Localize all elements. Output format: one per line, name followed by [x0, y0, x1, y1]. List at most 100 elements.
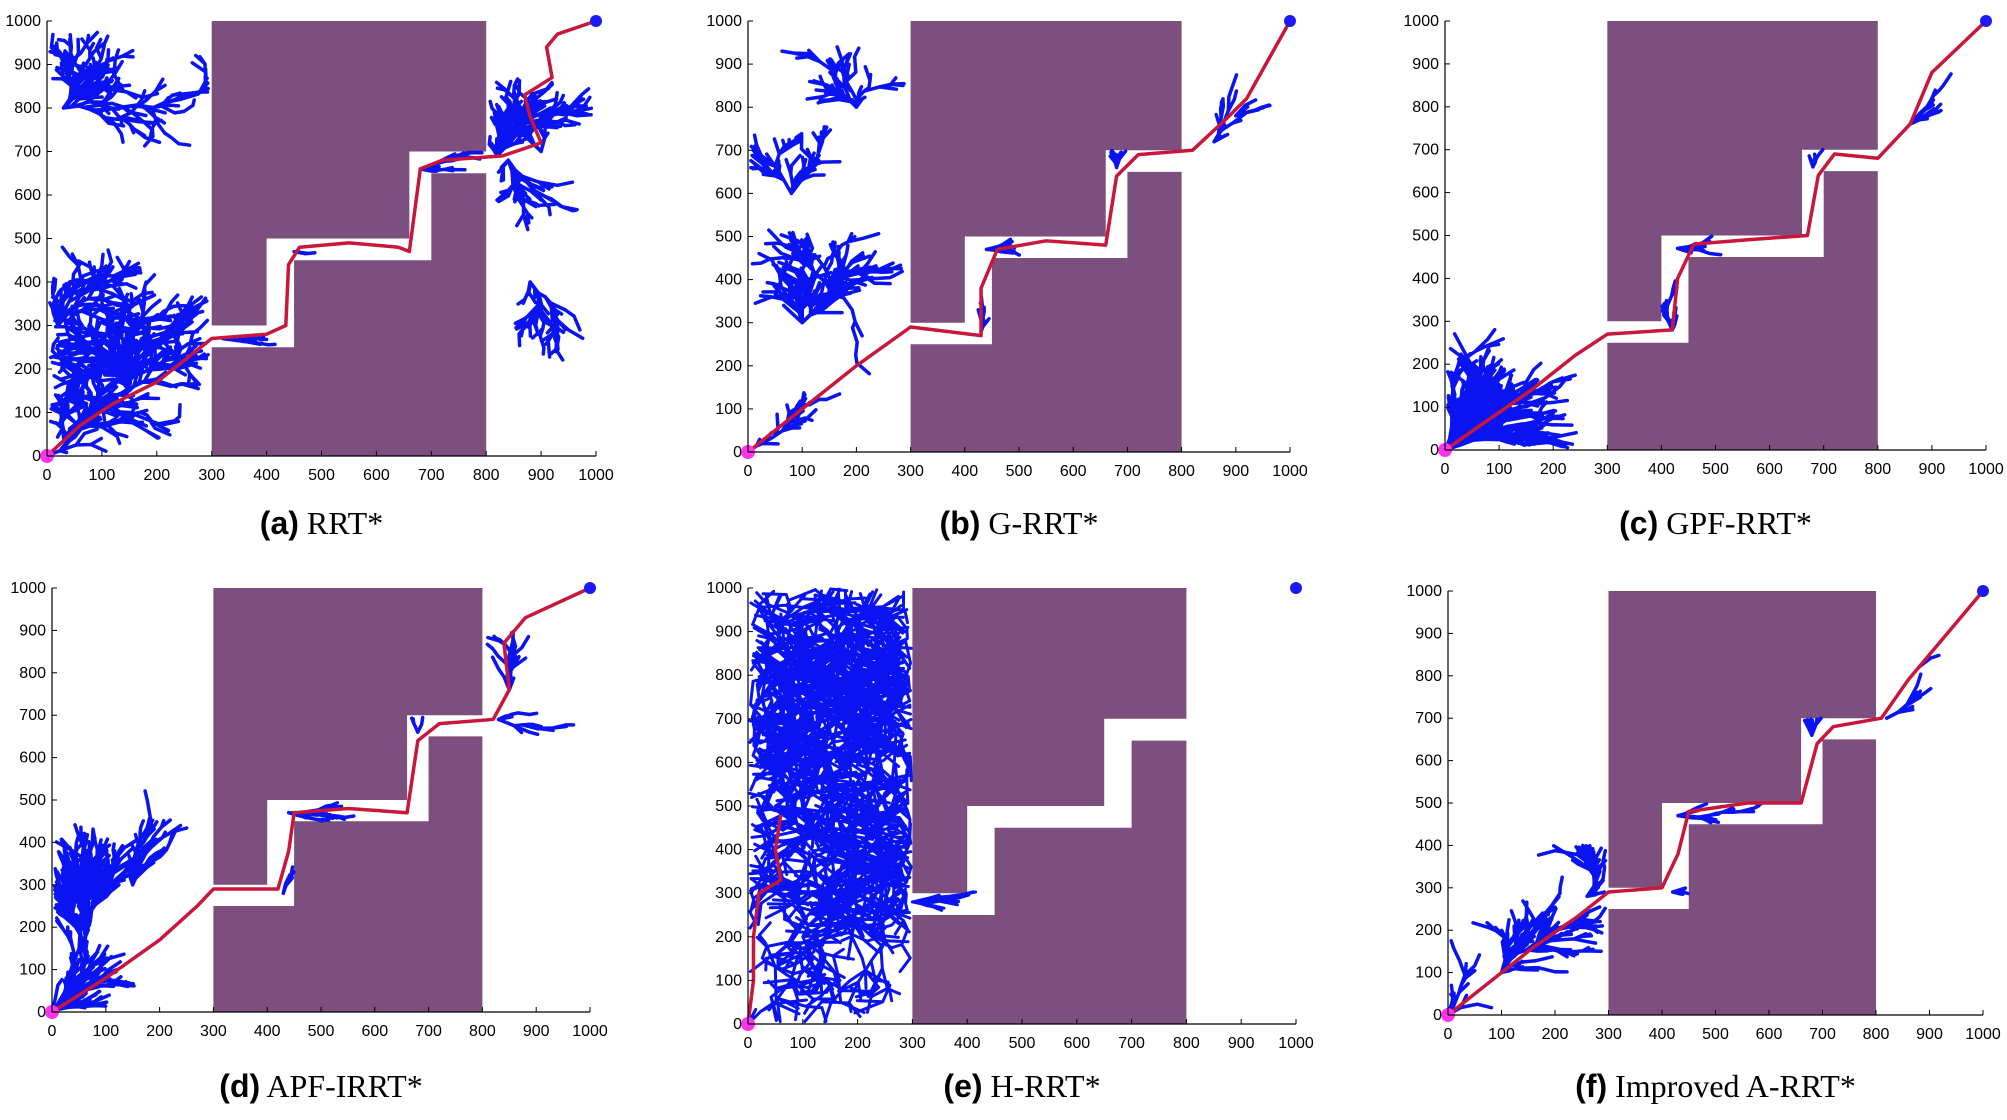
x-tick-label: 300 [200, 1023, 227, 1040]
x-tick-label: 300 [1595, 1026, 1622, 1043]
x-tick-label: 1000 [1278, 1035, 1314, 1052]
x-tick-label: 700 [1810, 461, 1837, 478]
y-tick-label: 500 [1412, 228, 1439, 245]
x-tick-label: 100 [1488, 1026, 1515, 1043]
y-tick-label: 100 [715, 972, 742, 989]
x-tick-label: 600 [1060, 463, 1087, 480]
obstacle-block [912, 588, 1187, 894]
x-tick-label: 800 [1173, 1035, 1200, 1052]
y-tick-label: 700 [19, 707, 46, 724]
y-tick-label: 100 [1415, 965, 1442, 982]
x-tick-label: 400 [253, 467, 280, 484]
y-tick-label: 1000 [5, 13, 41, 30]
caption-letter: (d) [219, 1068, 260, 1104]
y-tick-label: 0 [733, 1016, 742, 1033]
x-tick-label: 500 [308, 467, 335, 484]
y-tick-label: 900 [1415, 625, 1442, 642]
x-tick-label: 500 [1702, 461, 1729, 478]
y-tick-label: 800 [19, 665, 46, 682]
planned-path [45, 19, 597, 458]
y-tick-label: 400 [14, 274, 41, 291]
y-tick-label: 500 [14, 231, 41, 248]
caption-method: H-RRT* [983, 1068, 1101, 1104]
x-tick-label: 600 [363, 467, 390, 484]
y-tick-label: 0 [1430, 442, 1439, 459]
y-tick-label: 400 [19, 834, 46, 851]
y-tick-label: 900 [14, 57, 41, 74]
x-tick-label: 200 [146, 1023, 173, 1040]
y-tick-label: 300 [1412, 313, 1439, 330]
y-tick-label: 800 [1415, 668, 1442, 685]
obstacle-block [1607, 171, 1878, 450]
y-tick-label: 200 [715, 358, 742, 375]
y-tick-label: 600 [715, 754, 742, 771]
y-tick-label: 600 [1415, 753, 1442, 770]
search-tree [1446, 653, 1941, 1017]
planned-path [1444, 19, 1988, 452]
x-tick-label: 0 [744, 1035, 753, 1052]
caption-letter: (a) [260, 505, 299, 541]
goal-marker [1980, 15, 1992, 27]
caption-method: G-RRT* [980, 505, 1098, 541]
x-tick-label: 100 [789, 1035, 816, 1052]
x-tick-label: 400 [254, 1023, 281, 1040]
y-tick-label: 300 [1415, 880, 1442, 897]
x-tick-label: 100 [1486, 461, 1513, 478]
planned-path [1446, 589, 1985, 1017]
x-tick-label: 800 [1864, 461, 1891, 478]
x-tick-label: 500 [308, 1023, 335, 1040]
y-tick-label: 200 [14, 361, 41, 378]
y-tick-label: 700 [1415, 710, 1442, 727]
y-tick-label: 1000 [706, 13, 742, 30]
y-tick-label: 800 [14, 100, 41, 117]
search-tree [50, 630, 576, 1014]
x-tick-label: 0 [1444, 1026, 1453, 1043]
y-tick-label: 800 [1412, 99, 1439, 116]
panel-caption: (f) Improved A-RRT* [1575, 1068, 1856, 1104]
y-tick-label: 700 [715, 711, 742, 728]
obstacle-block [213, 736, 483, 1012]
goal-marker [1290, 582, 1302, 594]
y-tick-label: 400 [715, 842, 742, 859]
y-tick-label: 900 [715, 56, 742, 73]
x-tick-label: 900 [523, 1023, 550, 1040]
y-tick-label: 300 [715, 315, 742, 332]
goal-marker [590, 15, 602, 27]
search-tree [746, 587, 978, 1026]
planned-path [51, 586, 591, 1014]
y-tick-label: 700 [715, 142, 742, 159]
x-tick-label: 100 [92, 1023, 119, 1040]
x-tick-label: 200 [143, 467, 170, 484]
x-tick-label: 600 [361, 1023, 388, 1040]
caption-letter: (f) [1575, 1068, 1607, 1104]
y-tick-label: 100 [14, 405, 41, 422]
x-tick-label: 700 [1118, 1035, 1145, 1052]
x-tick-label: 700 [1809, 1026, 1836, 1043]
x-tick-label: 900 [1919, 461, 1946, 478]
x-tick-label: 1000 [572, 1023, 608, 1040]
panel-caption: (e) H-RRT* [943, 1068, 1100, 1104]
x-tick-label: 300 [899, 1035, 926, 1052]
y-tick-label: 700 [14, 144, 41, 161]
x-tick-label: 400 [1649, 1026, 1676, 1043]
caption-method: APF-IRRT* [260, 1068, 423, 1104]
x-tick-label: 800 [1863, 1026, 1890, 1043]
x-tick-label: 900 [528, 467, 555, 484]
panel-b: 0 100 200 300 400 500 600 700 800 900 1000 0 100 200 3… [706, 13, 1307, 541]
x-tick-label: 800 [469, 1023, 496, 1040]
panel-caption: (d) APF-IRRT* [219, 1068, 422, 1104]
obstacle-block [211, 21, 487, 326]
y-tick-label: 0 [1433, 1007, 1442, 1024]
caption-letter: (c) [1619, 505, 1658, 541]
panel-caption: (b) G-RRT* [940, 505, 1099, 541]
x-tick-label: 0 [1441, 461, 1450, 478]
x-tick-label: 600 [1063, 1035, 1090, 1052]
x-tick-label: 200 [843, 463, 870, 480]
obstacle-block [910, 21, 1182, 323]
x-tick-label: 100 [89, 467, 116, 484]
x-tick-label: 400 [954, 1035, 981, 1052]
x-tick-label: 900 [1222, 463, 1249, 480]
obstacle-block [211, 173, 487, 456]
x-tick-label: 1000 [1968, 461, 2004, 478]
